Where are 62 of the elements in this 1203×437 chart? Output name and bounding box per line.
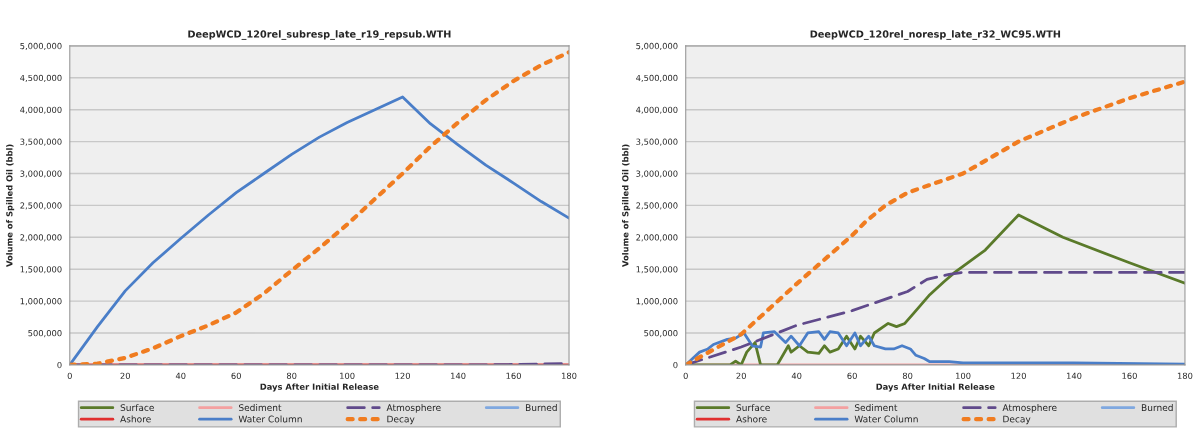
y-tick-label: 4,000,000 [20,106,62,114]
legend-label: Ashore [736,415,767,423]
x-tick-label: 0 [683,372,688,379]
x-tick-label: 80 [286,372,297,379]
y-tick-label: 2,500,000 [636,202,678,210]
legend-label: Surface [120,404,154,412]
legend-label: Sediment [238,404,282,412]
y-tick-label: 3,500,000 [636,138,678,146]
y-tick-label: 1,000,000 [636,298,678,306]
x-tick-label: 100 [956,372,971,379]
y-axis-title: Volume of Spilled Oil (bbl) [6,144,15,267]
x-axis-title: Days After Initial Release [876,383,995,392]
x-tick-label: 0 [67,372,72,379]
y-axis-title: Volume of Spilled Oil (bbl) [622,144,631,267]
y-tick-label: 1,500,000 [20,266,62,274]
legend-label: Water Column [854,415,918,423]
x-tick-label: 100 [340,372,355,379]
legend-label: Burned [1141,404,1173,412]
y-tick-label: 1,000,000 [20,298,62,306]
x-tick-label: 20 [120,372,130,379]
y-tick-label: 500,000 [644,329,678,338]
legend-label: Burned [525,404,557,412]
x-tick-label: 40 [791,372,802,379]
y-tick-label: 0 [673,361,678,369]
legend-label: Ashore [120,415,151,423]
y-tick-label: 5,000,000 [20,42,62,51]
x-tick-label: 140 [451,372,466,379]
y-tick-label: 4,500,000 [636,74,678,82]
y-tick-label: 2,000,000 [636,234,678,242]
x-tick-label: 180 [561,372,577,379]
x-axis-title: Days After Initial Release [260,383,379,392]
legend-label: Water Column [238,415,302,423]
y-tick-label: 2,500,000 [20,202,62,210]
x-tick-label: 20 [736,372,746,379]
legend-label: Decay [1003,415,1031,425]
x-tick-label: 160 [1122,372,1137,379]
y-tick-label: 4,000,000 [636,106,678,114]
y-tick-label: 3,000,000 [636,170,678,178]
x-tick-label: 60 [847,372,857,379]
x-tick-label: 60 [231,372,241,379]
legend-label: Sediment [854,404,898,412]
legend-label: Atmosphere [1002,404,1057,413]
y-tick-label: 3,500,000 [20,138,62,146]
y-tick-label: 4,500,000 [20,74,62,82]
x-tick-label: 120 [395,372,410,379]
y-tick-label: 500,000 [28,329,62,338]
x-tick-label: 160 [506,372,521,379]
y-tick-label: 1,500,000 [636,266,678,274]
legend-label: Surface [736,404,770,412]
legend-label: Atmosphere [386,404,441,413]
legend-label: Decay [387,415,415,425]
x-tick-label: 80 [902,372,913,379]
x-tick-label: 140 [1066,372,1082,379]
y-tick-label: 2,000,000 [20,234,62,242]
chart-title: DeepWCD_120rel_noresp_late_r32_WC95.WTH [810,30,1061,40]
x-tick-label: 40 [175,372,186,379]
chart-title: DeepWCD_120rel_subresp_late_r19_repsub.WTH [188,30,451,40]
y-tick-label: 3,000,000 [20,170,62,178]
y-tick-label: 5,000,000 [636,42,678,51]
x-tick-label: 180 [1177,372,1193,379]
x-tick-label: 120 [1011,372,1026,379]
y-tick-label: 0 [57,361,62,369]
